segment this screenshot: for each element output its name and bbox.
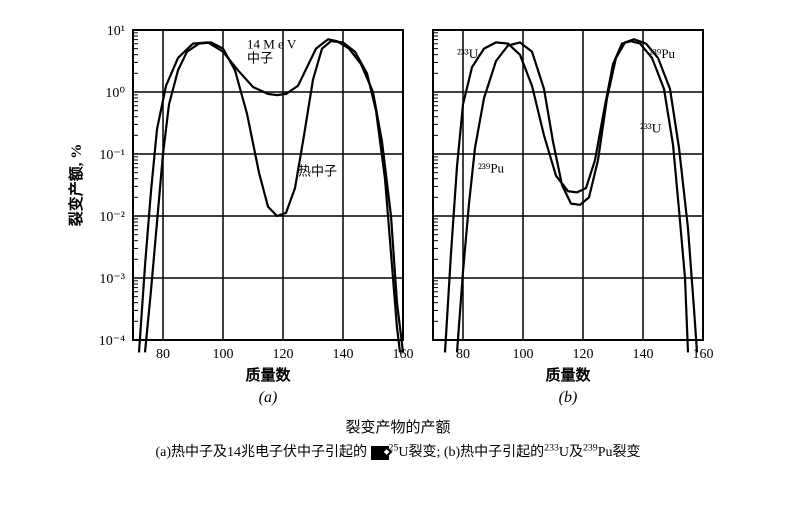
svg-text:14 M e V: 14 M e V bbox=[247, 37, 297, 52]
svg-text:10⁻³: 10⁻³ bbox=[99, 272, 125, 287]
svg-text:热中子: 热中子 bbox=[298, 164, 337, 179]
caption-main: 裂变产物的产额 bbox=[10, 416, 786, 437]
caption-b1-mass: 233 bbox=[544, 442, 559, 453]
figure: 10⁻⁴ 10⁻³ 10⁻² 10⁻¹ 10⁰ 10¹ 80 100 120 140 160 质量数 (… bbox=[10, 10, 786, 461]
panel-b: 80100120140160质量数(b)²³³U²³⁹Pu²³³U²³⁹Pu bbox=[423, 10, 733, 410]
svg-text:²³⁹Pu: ²³⁹Pu bbox=[478, 161, 505, 176]
svg-text:10⁻⁴: 10⁻⁴ bbox=[99, 334, 125, 349]
caption-b2-mass: 239 bbox=[583, 442, 598, 453]
svg-text:裂变产额, %: 裂变产额, % bbox=[67, 144, 85, 228]
svg-text:140: 140 bbox=[333, 347, 354, 362]
svg-text:120: 120 bbox=[573, 347, 594, 362]
caption-a-prefix: (a)热中子及14兆电子伏中子引起的 bbox=[156, 445, 371, 460]
svg-text:80: 80 bbox=[156, 347, 170, 362]
svg-text:10⁻¹: 10⁻¹ bbox=[99, 148, 125, 163]
svg-text:10⁻²: 10⁻² bbox=[99, 210, 125, 225]
svg-text:²³⁹Pu: ²³⁹Pu bbox=[649, 46, 676, 61]
svg-text:中子: 中子 bbox=[247, 51, 273, 66]
caption-a-el: U裂变; (b)热中子引起的 bbox=[398, 445, 544, 460]
svg-text:质量数: 质量数 bbox=[245, 366, 291, 384]
chart-b-svg: 80100120140160质量数(b)²³³U²³⁹Pu²³³U²³⁹Pu bbox=[423, 10, 733, 410]
svg-text:²³³U: ²³³U bbox=[457, 46, 479, 61]
svg-text:²³³U: ²³³U bbox=[640, 120, 662, 135]
svg-text:10¹: 10¹ bbox=[107, 24, 125, 39]
caption-b1-el: U及 bbox=[559, 445, 583, 460]
svg-text:(b): (b) bbox=[559, 389, 578, 406]
svg-text:100: 100 bbox=[213, 347, 234, 362]
svg-text:120: 120 bbox=[273, 347, 294, 362]
caption-b2-el: Pu裂变 bbox=[598, 445, 641, 460]
svg-text:(a): (a) bbox=[259, 389, 278, 406]
svg-text:质量数: 质量数 bbox=[545, 366, 591, 384]
glitch-icon bbox=[371, 446, 389, 460]
panels-row: 10⁻⁴ 10⁻³ 10⁻² 10⁻¹ 10⁰ 10¹ 80 100 120 140 160 质量数 (… bbox=[10, 10, 786, 410]
caption-sub: (a)热中子及14兆电子伏中子引起的 25U裂变; (b)热中子引起的233U及… bbox=[10, 441, 786, 461]
chart-a-svg: 10⁻⁴10⁻³10⁻²10⁻¹10⁰10¹80100120140160质量数(… bbox=[63, 10, 423, 410]
panel-a: 10⁻⁴10⁻³10⁻²10⁻¹10⁰10¹80100120140160质量数(… bbox=[63, 10, 423, 410]
svg-text:140: 140 bbox=[633, 347, 654, 362]
svg-text:100: 100 bbox=[513, 347, 534, 362]
svg-text:160: 160 bbox=[693, 347, 714, 362]
svg-text:10⁰: 10⁰ bbox=[105, 86, 125, 101]
